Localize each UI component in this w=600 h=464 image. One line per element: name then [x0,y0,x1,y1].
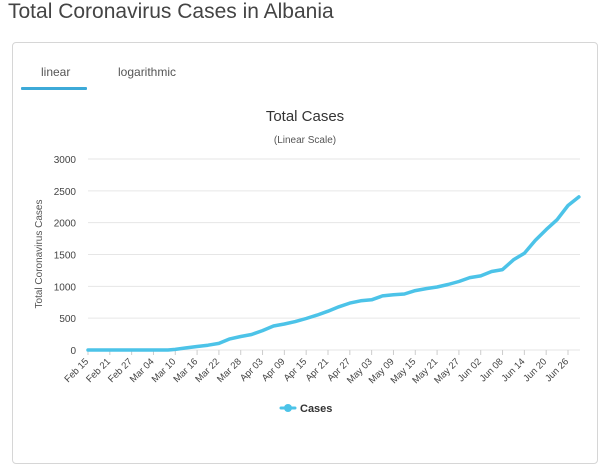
chart-subtitle: (Linear Scale) [274,135,336,146]
y-tick-label: 1000 [54,282,77,293]
y-tick-label: 2500 [54,187,77,198]
x-tick-label: Apr 15 [282,356,310,384]
y-axis-ticks: 0 500 1000 1500 2000 2500 3000 [54,155,77,357]
x-tick-label: Jun 20 [521,356,549,384]
y-axis-label: Total Coronavirus Cases [34,200,45,309]
x-tick-label: Jun 02 [456,356,484,384]
grid-lines [88,158,580,351]
y-tick-label: 3000 [54,155,77,166]
legend[interactable]: Cases [279,403,332,415]
series-line-cases[interactable] [86,195,581,352]
x-tick-label: Apr 09 [260,356,288,384]
chart-card: linear logarithmic [12,42,598,464]
y-tick-label: 2000 [54,219,77,230]
tab-logarithmic[interactable]: logarithmic [118,65,177,79]
y-tick-label: 0 [70,346,76,357]
legend-label-cases: Cases [300,403,332,415]
active-tab-indicator [21,87,87,90]
x-tick-label: Jun 08 [478,356,506,384]
tab-linear[interactable]: linear [41,65,71,79]
x-tick-label: Jun 26 [543,356,571,384]
x-tick-label: Apr 03 [238,356,266,384]
x-tick-label: Jun 14 [500,356,528,384]
x-tick-label: Mar 28 [215,356,244,385]
legend-marker-cases [284,404,292,412]
y-tick-label: 1500 [54,251,77,262]
y-tick-label: 500 [59,314,76,325]
chart-title: Total Cases [266,108,344,125]
x-tick-label: Apr 21 [304,356,332,384]
series-cases [86,195,581,352]
page-title: Total Coronavirus Cases in Albania [8,0,334,23]
